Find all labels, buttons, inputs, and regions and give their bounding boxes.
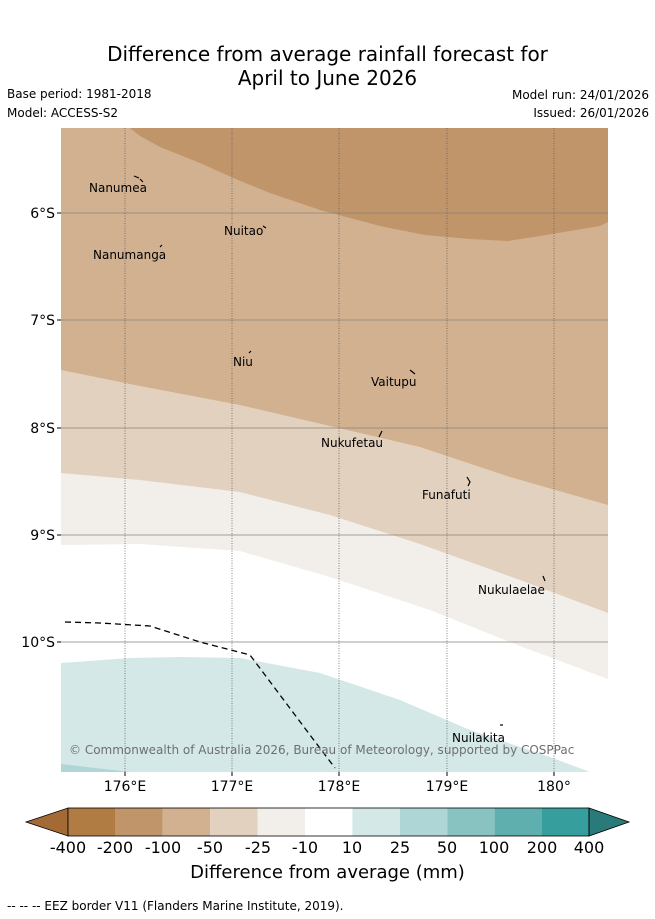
colorbar	[24, 807, 631, 837]
colorbar-tick-label: -400	[49, 838, 87, 857]
island-niu-shape	[248, 350, 252, 354]
colorbar-bin	[399, 808, 448, 836]
colorbar-tick-label: -25	[244, 838, 272, 857]
colorbar-tick-label: 100	[478, 838, 510, 857]
lat-label-6s: 6°S	[30, 206, 55, 222]
colorbar-tick-label: -200	[96, 838, 134, 857]
label-nukufetau: Nukufetau	[321, 436, 383, 450]
chart-title-line2: April to June 2026	[237, 66, 418, 90]
band-10-25	[61, 657, 590, 772]
label-vaitupu: Vaitupu	[371, 375, 417, 389]
lat-label-7s: 7°S	[30, 313, 55, 329]
colorbar-tick-label: 400	[573, 838, 605, 857]
model-run: Model run: 24/01/2026	[511, 88, 649, 102]
band-25-50	[61, 764, 130, 772]
label-nuitao: Nuitao	[224, 224, 263, 238]
colorbar-tick-label: 200	[526, 838, 558, 857]
label-funafuti: Funafuti	[422, 488, 471, 502]
island-nukufetau-shape	[378, 430, 383, 438]
colorbar-bin	[68, 808, 116, 836]
island-nanumanga-shape	[159, 244, 163, 248]
rainfall-map: Nanumea Nuitao Nanumanga Niu Vaitupu Nuk…	[21, 128, 631, 837]
colorbar-tick-label: -50	[196, 838, 224, 857]
island-funafuti-shape	[466, 476, 471, 487]
colorbar-bin	[210, 808, 258, 836]
copyright-notice: © Commonwealth of Australia 2026, Bureau…	[69, 743, 574, 757]
chart-title-line1: Difference from average rainfall forecas…	[107, 42, 548, 66]
lon-label-177e: 177°E	[211, 779, 254, 795]
colorbar-bin	[305, 808, 353, 836]
base-period: Base period: 1981-2018	[7, 87, 152, 101]
colorbar-tick-label: -100	[144, 838, 182, 857]
lat-label-9s: 9°S	[30, 528, 55, 544]
colorbar-bin	[447, 808, 495, 836]
island-nuitao-shape	[262, 225, 267, 229]
model-name: Model: ACCESS-S2	[7, 106, 119, 120]
eez-border	[64, 621, 336, 769]
colorbar-extend-low	[24, 807, 69, 837]
lon-label-179e: 179°E	[426, 779, 469, 795]
label-niu: Niu	[233, 355, 253, 369]
label-nanumanga: Nanumanga	[93, 248, 166, 262]
colorbar-tick-label: 10	[341, 838, 363, 857]
latitude-gridlines	[61, 212, 608, 643]
colorbar-tick-label: 25	[389, 838, 411, 857]
colorbar-bin	[257, 808, 305, 836]
colorbar-title: Difference from average (mm)	[190, 862, 465, 883]
colorbar-bin	[162, 808, 211, 836]
island-vaitupu-shape	[409, 369, 416, 375]
colorbar-extend-high	[588, 807, 631, 837]
colorbar-bin	[352, 808, 400, 836]
label-nukulaelae: Nukulaelae	[478, 583, 545, 597]
lon-label-176e: 176°E	[104, 779, 147, 795]
label-nuilakita: Nuilakita	[452, 731, 505, 745]
colorbar-bin	[115, 808, 163, 836]
eez-legend-note: -- -- -- EEZ border V11 (Flanders Marine…	[7, 899, 344, 913]
lon-label-180: 180°	[537, 779, 571, 795]
island-nanumea-shape	[133, 175, 144, 183]
colorbar-bin	[542, 808, 590, 836]
label-nanumea: Nanumea	[89, 181, 147, 195]
colorbar-bin	[494, 808, 542, 836]
colorbar-tick-label: 50	[436, 838, 458, 857]
island-nukulaelae-shape	[542, 575, 546, 582]
lat-label-8s: 8°S	[30, 421, 55, 437]
colorbar-tick-label: -10	[291, 838, 319, 857]
lat-label-10s: 10°S	[21, 635, 55, 651]
lon-label-178e: 178°E	[318, 779, 361, 795]
issued-date: Issued: 26/01/2026	[533, 106, 649, 120]
